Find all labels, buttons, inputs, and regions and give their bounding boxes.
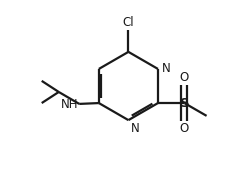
Text: O: O — [180, 71, 189, 84]
Text: N: N — [131, 122, 140, 135]
Text: N: N — [162, 62, 171, 75]
Text: NH: NH — [61, 98, 78, 111]
Text: S: S — [180, 96, 189, 110]
Text: Cl: Cl — [122, 16, 134, 29]
Text: O: O — [180, 122, 189, 135]
